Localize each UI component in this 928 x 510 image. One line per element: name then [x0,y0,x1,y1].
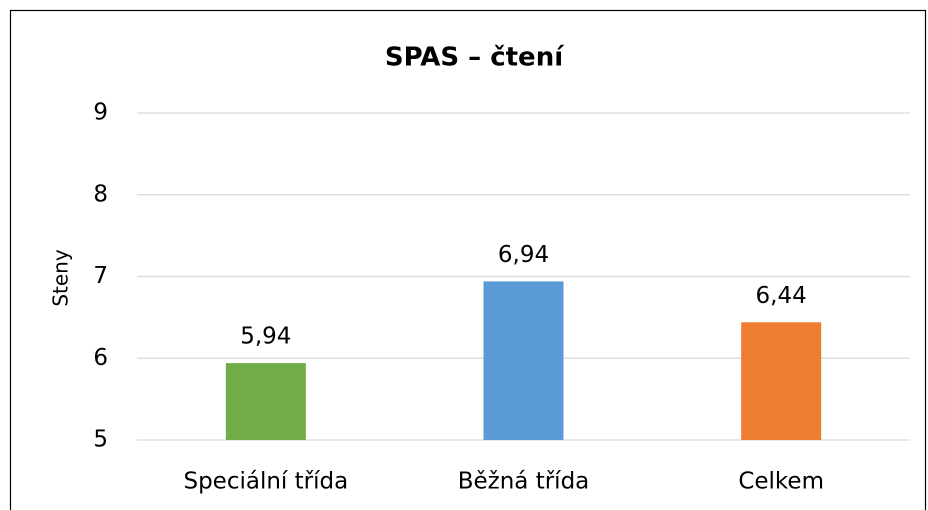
x-tick-label: Speciální třída [183,469,348,495]
bar [225,363,306,440]
bar [483,281,564,440]
y-tick-label: 8 [93,181,108,207]
y-axis-label: Steny [49,249,73,307]
y-tick-label: 6 [93,345,108,371]
y-tick-label: 9 [93,100,108,126]
bar [741,322,822,440]
x-tick-label: Běžná třída [458,469,590,495]
chart-title: SPAS – čtení [385,43,565,73]
value-label: 5,94 [240,324,291,350]
y-tick-label: 5 [93,427,108,453]
y-tick-label: 7 [93,263,108,289]
value-label: 6,44 [756,283,807,309]
value-label: 6,94 [498,242,549,268]
x-tick-label: Celkem [738,469,824,495]
